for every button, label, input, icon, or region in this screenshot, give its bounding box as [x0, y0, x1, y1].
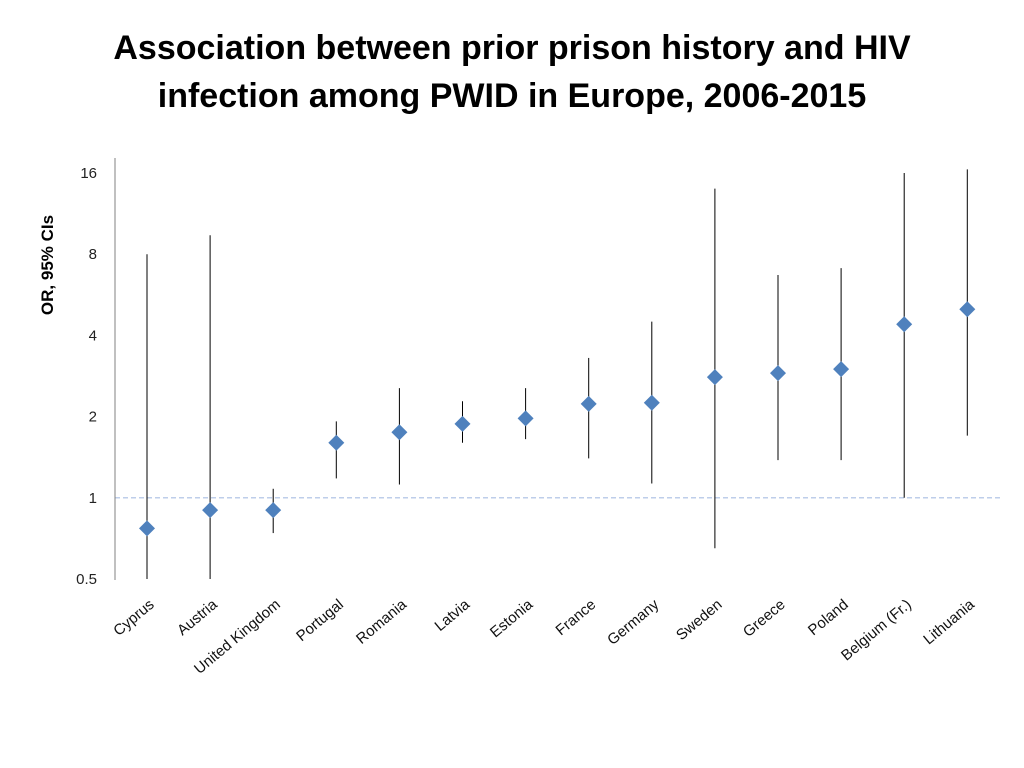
or-marker-poland	[833, 361, 850, 378]
y-tick-label: 16	[80, 165, 97, 182]
category-label: Austria	[174, 596, 221, 639]
category-label: Portugal	[293, 596, 347, 645]
category-label: Lithuania	[920, 596, 978, 649]
category-label: Poland	[805, 596, 852, 639]
y-tick-label: 1	[89, 490, 97, 507]
or-marker-latvia	[454, 415, 471, 432]
or-marker-cyprus	[139, 520, 155, 537]
category-label: Cyprus	[110, 596, 157, 640]
category-label: Sweden	[673, 596, 725, 644]
confidence-intervals	[146, 169, 968, 579]
or-marker-united-kingdom	[265, 502, 282, 519]
category-label: France	[553, 596, 600, 639]
category-label: Romania	[353, 596, 410, 648]
or-marker-france	[580, 395, 597, 412]
category-label: Estonia	[487, 596, 537, 642]
y-axis-label: OR, 95% CIs	[38, 215, 57, 315]
chart-title: Association between prior prison history…	[0, 24, 1024, 120]
or-marker-lithuania	[959, 301, 976, 318]
category-label: Belgium (Fr.)	[838, 596, 915, 664]
y-tick-label: 0.5	[76, 571, 97, 588]
category-label: Greece	[740, 596, 789, 641]
category-label: Germany	[604, 596, 663, 649]
y-tick-label: 2	[89, 409, 97, 426]
odds-ratio-markers	[139, 301, 976, 537]
or-marker-sweden	[706, 369, 723, 386]
title-line-2: infection among PWID in Europe, 2006-201…	[157, 77, 867, 115]
or-marker-germany	[643, 394, 660, 411]
or-marker-romania	[391, 424, 408, 441]
y-tick-labels: 0.5 1 2 4 8 16	[76, 165, 97, 588]
or-marker-estonia	[517, 410, 534, 427]
title-line-1: Association between prior prison history…	[113, 29, 911, 67]
y-tick-label: 8	[89, 246, 97, 263]
category-label: Latvia	[431, 596, 473, 635]
y-tick-label: 4	[89, 327, 97, 344]
or-marker-belgium-fr	[896, 316, 913, 333]
or-marker-greece	[770, 365, 786, 382]
or-marker-portugal	[328, 434, 345, 451]
or-marker-austria	[202, 502, 219, 519]
